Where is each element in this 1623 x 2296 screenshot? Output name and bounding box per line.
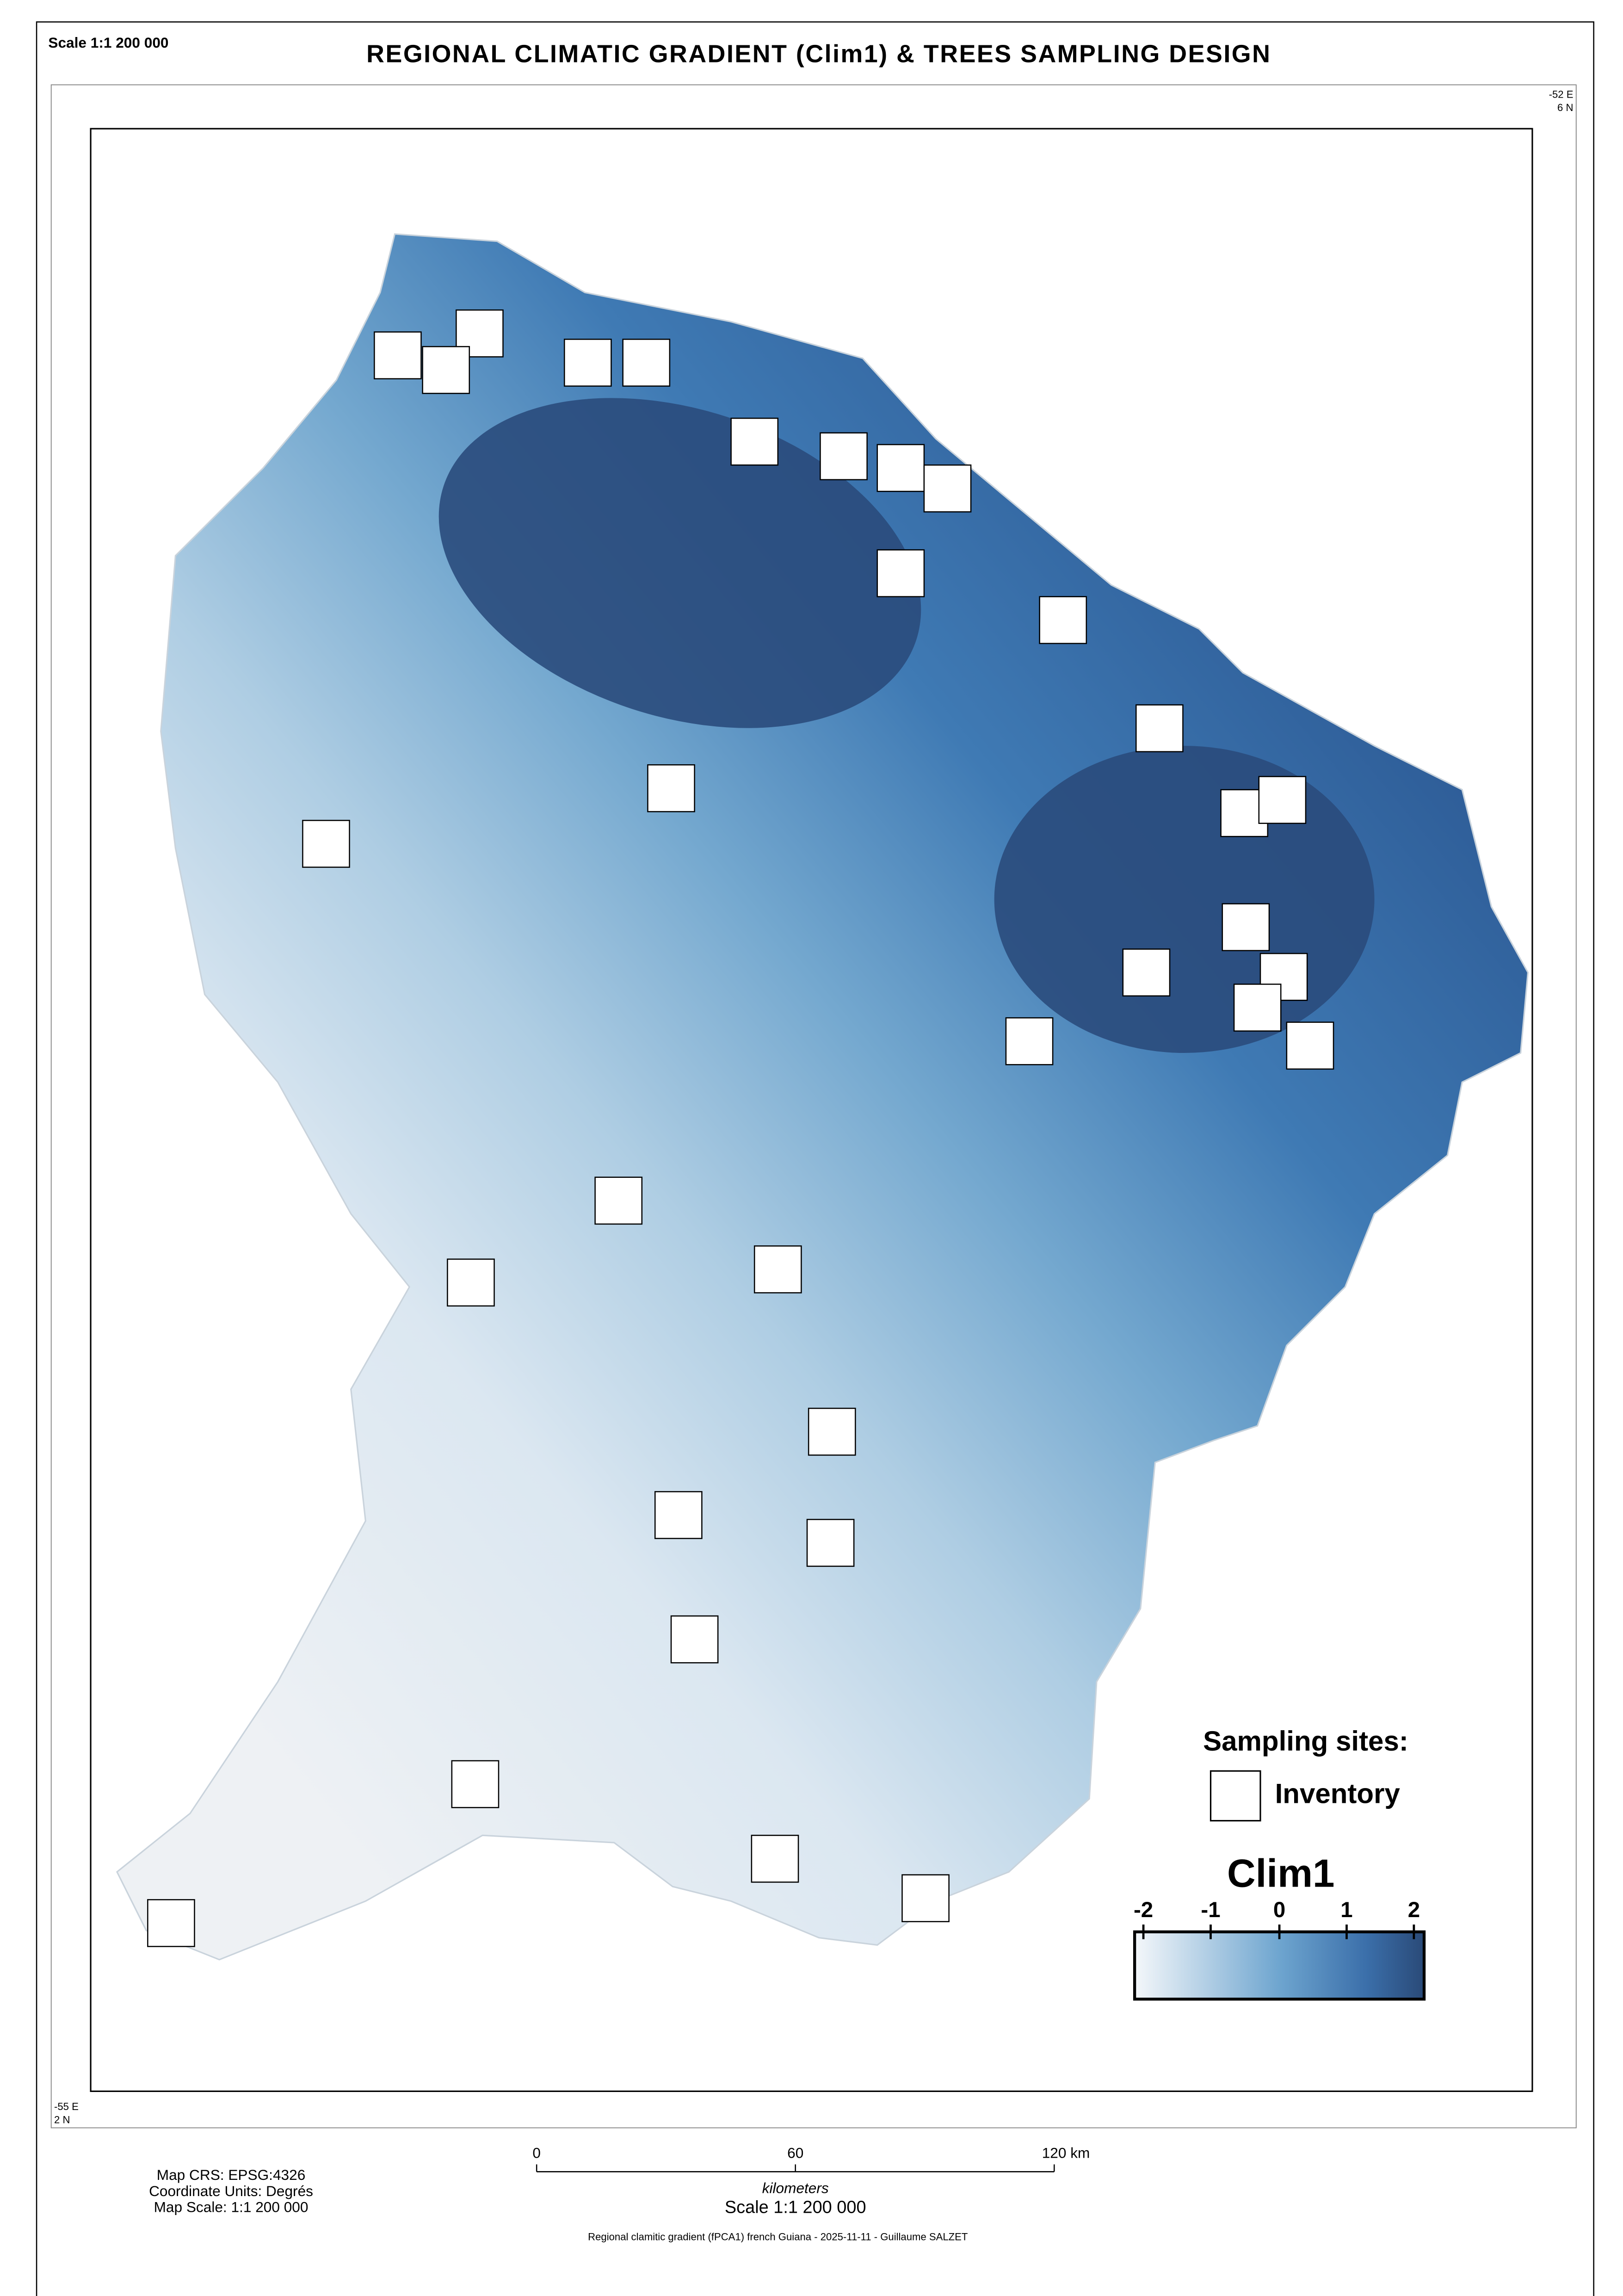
corner-coord: 6 N: [1557, 102, 1573, 113]
site-marker: [622, 339, 671, 387]
site-marker: [923, 464, 972, 513]
site-marker: [753, 1245, 802, 1293]
legend-swatch: [1210, 1770, 1261, 1822]
gradient-bar: [1133, 1930, 1426, 2001]
scale-text: Scale 1:1 200 000: [725, 2197, 866, 2217]
scale-tick-label: 0: [532, 2145, 541, 2161]
site-marker: [451, 1760, 500, 1808]
site-marker: [876, 549, 925, 598]
site-marker: [422, 346, 470, 394]
scale-ticks: 0 60 120 km: [532, 2145, 1090, 2172]
map-frame: [50, 84, 1577, 2129]
site-marker: [654, 1491, 703, 1539]
scale-unit: kilometers: [762, 2180, 829, 2197]
high-zone: [438, 398, 921, 728]
climate-surface: [117, 234, 1528, 1960]
footer-scale: Map Scale: 1:1 200 000: [154, 2199, 309, 2216]
scale-tick-label: 60: [787, 2145, 803, 2161]
header-scale: Scale 1:1 200 000: [48, 34, 168, 51]
gradient-tick-label: -2: [1134, 1898, 1153, 1922]
footer-units: Coordinate Units: Degrés: [149, 2183, 313, 2199]
site-marker: [901, 1874, 950, 1923]
site-marker: [1222, 903, 1270, 952]
gradient-tick-label: 0: [1273, 1898, 1285, 1922]
site-marker: [808, 1407, 856, 1456]
site-marker: [647, 764, 695, 812]
site-marker: [564, 339, 612, 387]
scale-tick-label: 120 km: [1042, 2145, 1090, 2161]
sampling-sites: [147, 309, 1334, 1947]
site-marker: [302, 820, 350, 868]
footer-crs: Map CRS: EPSG:4326: [157, 2166, 306, 2183]
site-marker: [751, 1834, 799, 1883]
high-zone: [994, 746, 1375, 1053]
site-marker: [594, 1176, 643, 1225]
site-marker: [730, 417, 779, 466]
site-marker: [670, 1615, 719, 1664]
site-marker: [447, 1258, 495, 1307]
site-marker: [1122, 948, 1171, 997]
gradient-title: Clim1: [1227, 1851, 1334, 1895]
legend-title: Sampling sites:: [1203, 1726, 1408, 1757]
site-marker: [820, 432, 868, 481]
sheet-border: [36, 21, 1594, 2296]
corner-coord: 2 N: [54, 2114, 70, 2126]
site-marker: [1233, 984, 1282, 1032]
gradient-ticks: -2 -1 0 1 2: [1134, 1898, 1420, 1939]
corner-coord: -55 E: [54, 2101, 79, 2112]
map-inner-frame: [90, 128, 1533, 2092]
map-title: REGIONAL CLIMATIC GRADIENT (Clim1) & TRE…: [366, 40, 1271, 68]
site-marker: [876, 444, 925, 492]
site-marker: [1258, 776, 1307, 824]
site-marker: [1286, 1021, 1334, 1070]
site-marker: [1039, 596, 1087, 644]
legend-label: Inventory: [1275, 1778, 1401, 1809]
site-marker: [147, 1899, 195, 1947]
gradient-tick-label: -1: [1201, 1898, 1220, 1922]
site-marker: [1005, 1017, 1054, 1065]
site-marker: [806, 1519, 855, 1567]
site-marker: [1135, 704, 1184, 753]
corner-coord: -52 E: [1549, 88, 1574, 100]
gradient-tick-label: 1: [1340, 1898, 1352, 1922]
gradient-tick-label: 2: [1408, 1898, 1420, 1922]
site-marker: [374, 331, 422, 380]
footer-credit: Regional clamitic gradient (fPCA1) frenc…: [588, 2231, 968, 2242]
